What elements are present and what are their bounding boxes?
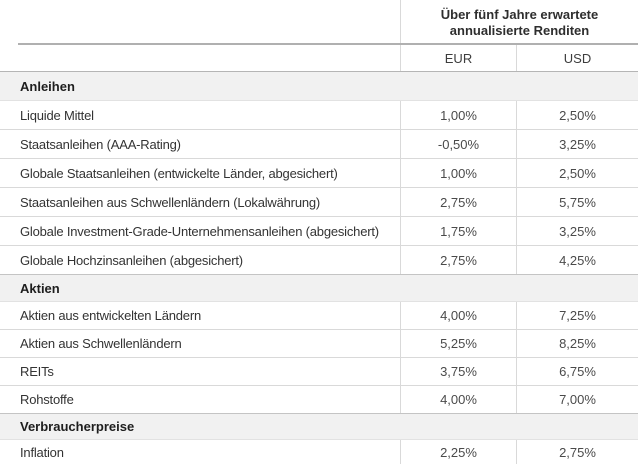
group-header-cell: Über fünf Jahre erwartete annualisierte …	[400, 0, 638, 43]
eur-column-header: EUR	[400, 45, 516, 71]
row-label: Globale Staatsanleihen (entwickelte Länd…	[20, 165, 338, 181]
eur-value: 4,00%	[400, 386, 516, 413]
group-header-spacer	[0, 0, 400, 43]
section-header-verbraucherpreise: Verbraucherpreise	[0, 414, 638, 440]
group-header-line1: Über fünf Jahre erwartete	[440, 6, 599, 22]
table-row: Aktien aus Schwellenländern 5,25% 8,25%	[0, 330, 638, 358]
table-row: Aktien aus entwickelten Ländern 4,00% 7,…	[0, 302, 638, 330]
row-label: Staatsanleihen (AAA-Rating)	[20, 136, 181, 152]
row-label: Staatsanleihen aus Schwellenländern (Lok…	[20, 194, 321, 210]
row-label: Rohstoffe	[20, 392, 74, 407]
eur-value: 1,00%	[400, 101, 516, 129]
currency-header-spacer	[0, 45, 400, 71]
usd-value: 3,25%	[516, 130, 638, 158]
usd-value: 6,75%	[516, 358, 638, 385]
usd-value: 2,75%	[516, 440, 638, 464]
row-label: Aktien aus entwickelten Ländern	[20, 308, 201, 323]
header-rule	[18, 43, 638, 45]
section-header-aktien: Aktien	[0, 275, 638, 302]
eur-value: 2,75%	[400, 188, 516, 216]
row-label: Liquide Mittel	[20, 107, 94, 123]
row-label: Inflation	[20, 444, 64, 460]
eur-value: 2,25%	[400, 440, 516, 464]
eur-value: 2,75%	[400, 246, 516, 274]
table-row: Globale Investment-Grade-Unternehmensanl…	[0, 217, 638, 246]
eur-value: 1,00%	[400, 159, 516, 187]
table-row: Liquide Mittel 1,00% 2,50%	[0, 101, 638, 130]
eur-value: 1,75%	[400, 217, 516, 245]
usd-column-header: USD	[516, 45, 638, 71]
table-row: Inflation 2,25% 2,75%	[0, 440, 638, 464]
usd-value: 5,75%	[516, 188, 638, 216]
row-label: Aktien aus Schwellenländern	[20, 336, 182, 351]
table-row: Globale Hochzinsanleihen (abgesichert) 2…	[0, 246, 638, 275]
eur-value: 3,75%	[400, 358, 516, 385]
usd-value: 3,25%	[516, 217, 638, 245]
group-header-line2: annualisierte Renditen	[449, 22, 590, 38]
usd-value: 2,50%	[516, 159, 638, 187]
usd-value: 2,50%	[516, 101, 638, 129]
group-header-row: Über fünf Jahre erwartete annualisierte …	[0, 0, 638, 43]
row-label: REITs	[20, 364, 54, 379]
section-header-anleihen: Anleihen	[0, 72, 638, 101]
usd-value: 7,00%	[516, 386, 638, 413]
eur-value: 4,00%	[400, 302, 516, 329]
usd-value: 4,25%	[516, 246, 638, 274]
usd-value: 8,25%	[516, 330, 638, 357]
table-row: Staatsanleihen (AAA-Rating) -0,50% 3,25%	[0, 130, 638, 159]
row-label: Globale Hochzinsanleihen (abgesichert)	[20, 252, 243, 268]
eur-value: 5,25%	[400, 330, 516, 357]
usd-value: 7,25%	[516, 302, 638, 329]
table-row: REITs 3,75% 6,75%	[0, 358, 638, 386]
table-row: Globale Staatsanleihen (entwickelte Länd…	[0, 159, 638, 188]
currency-header-row: EUR USD	[0, 45, 638, 72]
row-label: Globale Investment-Grade-Unternehmensanl…	[20, 223, 379, 239]
eur-value: -0,50%	[400, 130, 516, 158]
table-row: Staatsanleihen aus Schwellenländern (Lok…	[0, 188, 638, 217]
table-row: Rohstoffe 4,00% 7,00%	[0, 386, 638, 414]
